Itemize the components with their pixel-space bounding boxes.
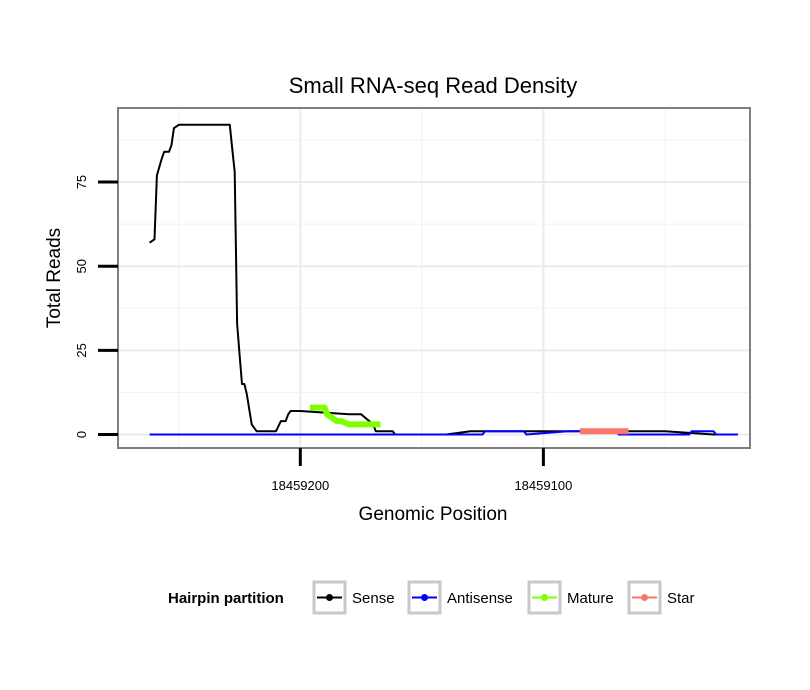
series-layer (149, 123, 738, 436)
x-tick-label: 18459100 (514, 478, 572, 493)
axes: 0 25 50 75 18459200 18459100 (74, 175, 572, 493)
series-line-mature (310, 404, 381, 428)
legend-key-point (326, 594, 333, 601)
legend-key-point (641, 594, 648, 601)
legend-label-antisense: Antisense (447, 590, 513, 607)
legend: Hairpin partition Sense Antisense Mature St… (168, 580, 695, 615)
legend-key-point (541, 594, 548, 601)
legend-key-point (421, 594, 428, 601)
y-tick-label: 75 (74, 175, 89, 189)
legend-label-sense: Sense (352, 590, 395, 607)
y-axis-title: Total Reads (44, 228, 65, 328)
legend-title: Hairpin partition (168, 590, 284, 607)
chart-title: Small RNA-seq Read Density (289, 73, 578, 98)
plot-border (117, 107, 751, 449)
legend-label-mature: Mature (567, 590, 614, 607)
legend-label-star: Star (667, 590, 695, 607)
x-axis-title: Genomic Position (359, 504, 508, 525)
plot-panel (118, 108, 750, 448)
x-tick-label: 18459200 (271, 478, 329, 493)
y-tick-label: 50 (74, 259, 89, 273)
y-tick-label: 0 (74, 431, 89, 438)
series-line-antisense (149, 430, 738, 436)
y-tick-label: 25 (74, 343, 89, 357)
